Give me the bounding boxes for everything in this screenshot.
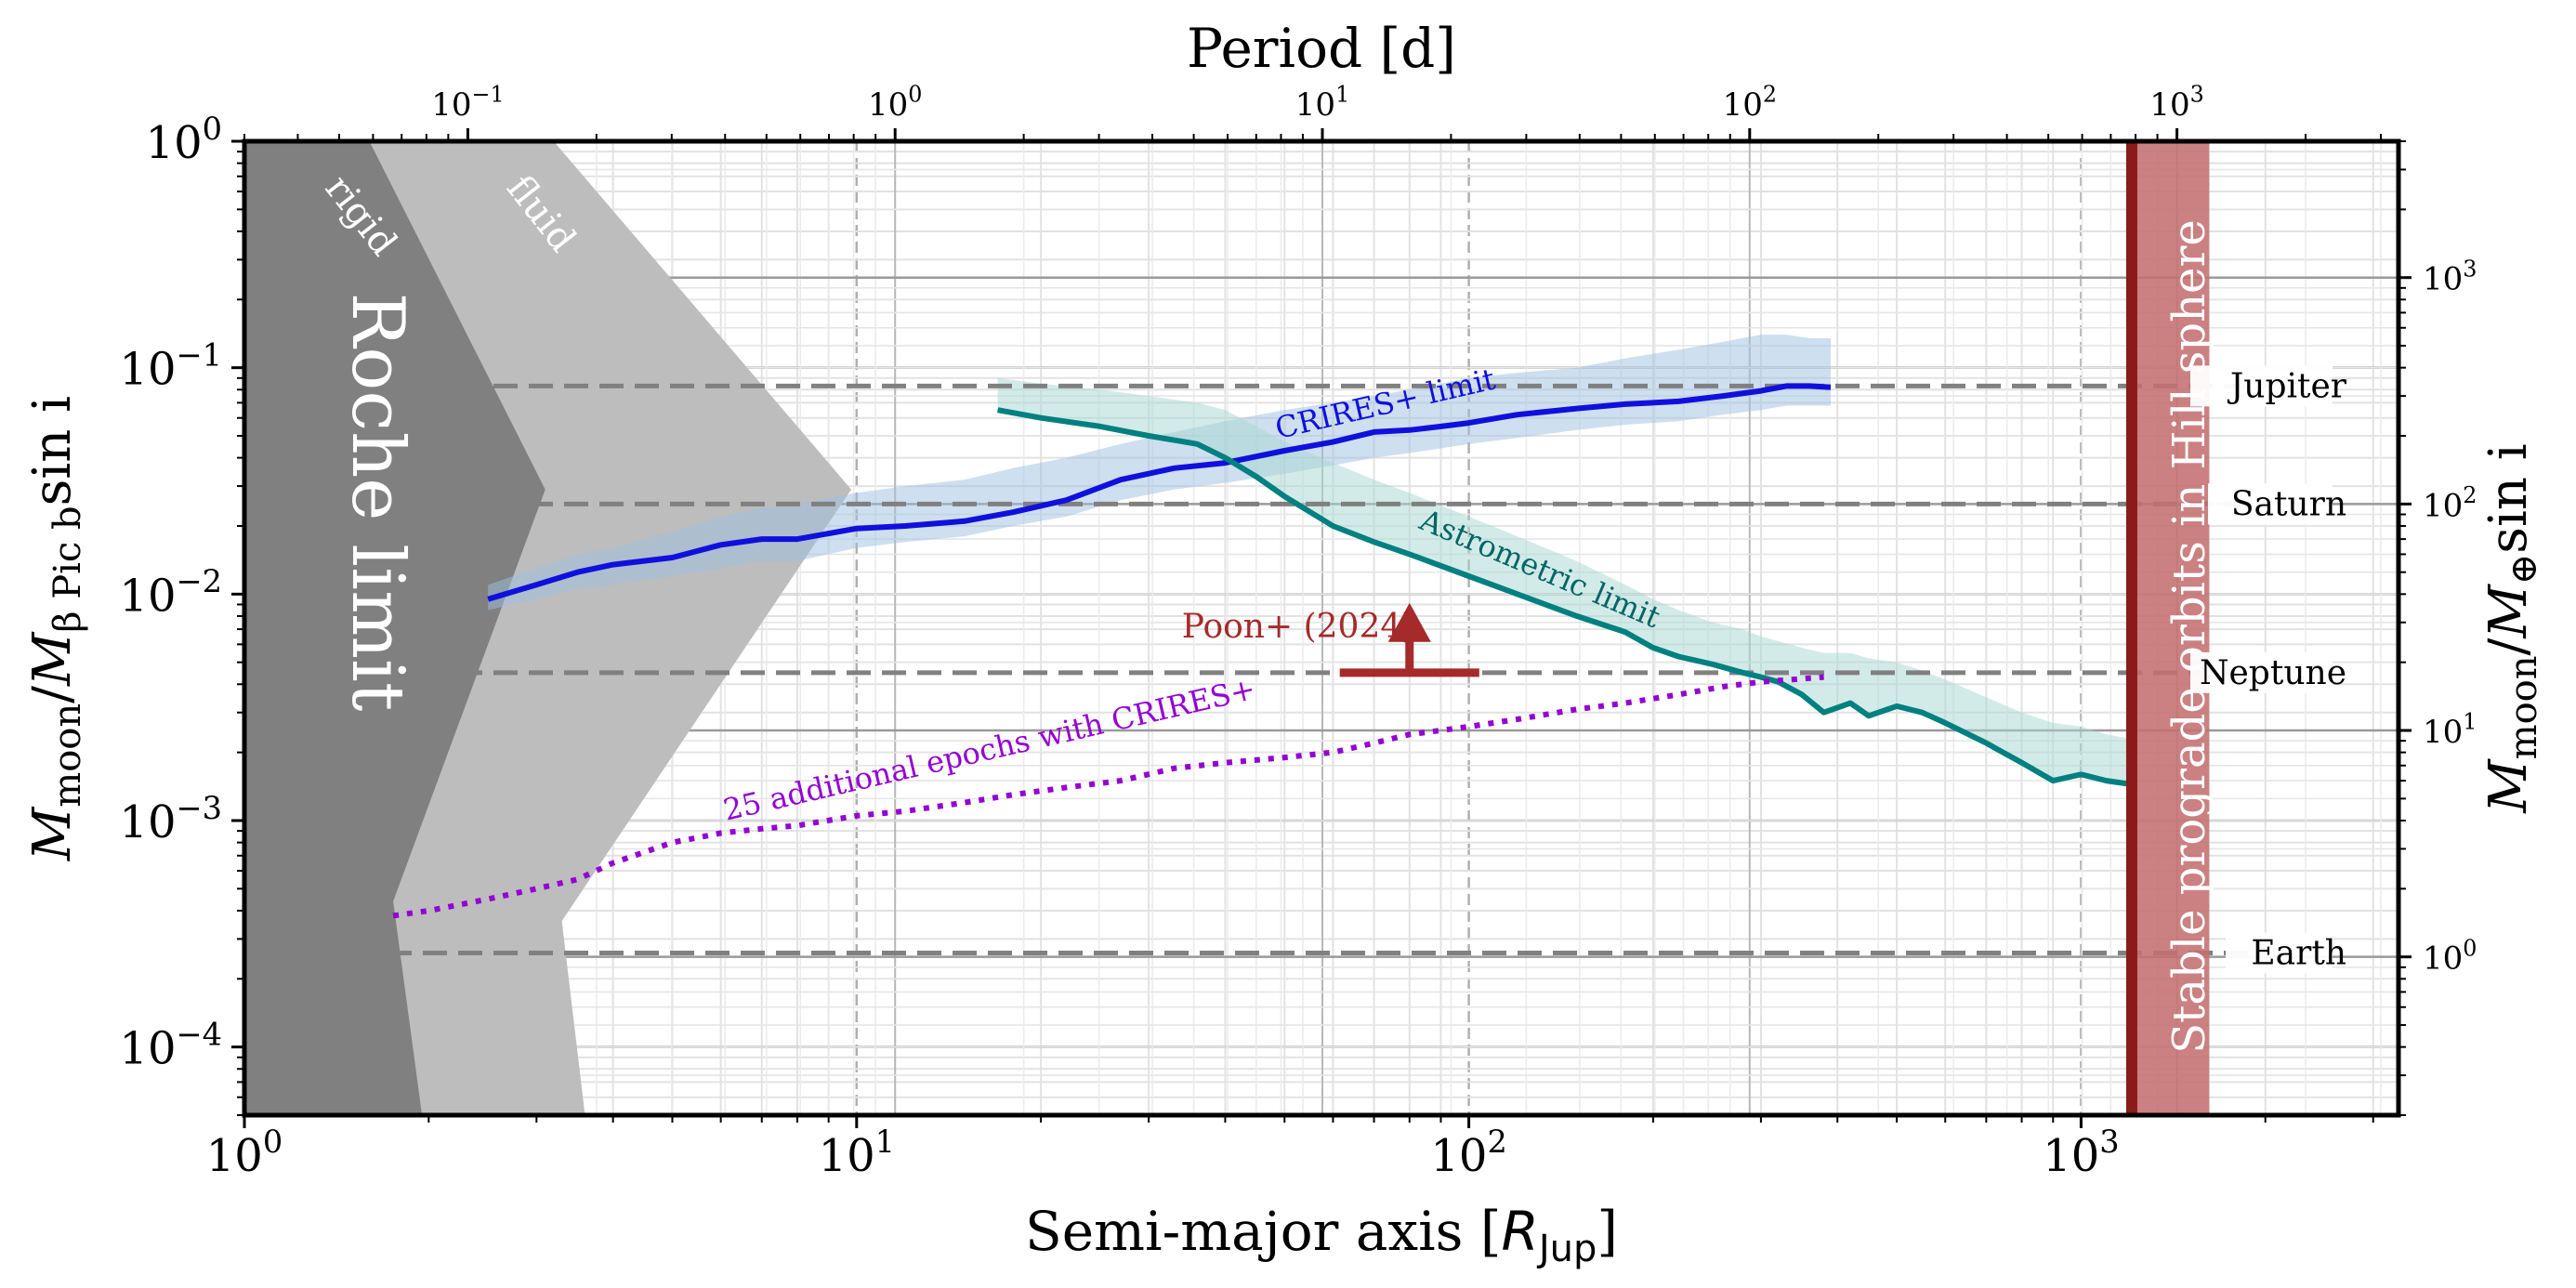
right-tick-label: 101 [2423, 709, 2477, 751]
reference-label-bg-saturn [2208, 483, 2333, 525]
left-axis-title-m2: M [22, 631, 83, 687]
y-tick-label: 100 [146, 111, 222, 169]
plot-area [244, 141, 2399, 1115]
top-tick-label: 100 [868, 82, 922, 124]
reference-label-earth: Earth [2251, 935, 2346, 973]
right-tick-label: 103 [2423, 256, 2477, 297]
right-axis-title-tail: sin i [2478, 443, 2539, 553]
x-axis-title-symbol: R [1502, 1200, 1539, 1263]
hill-sphere-band [2131, 141, 2210, 1115]
reference-mass-labels: Jupiter Saturn Neptune Earth [2190, 365, 2347, 974]
x-tick-label: 103 [2043, 1124, 2119, 1182]
x-tick-label: 100 [206, 1124, 283, 1182]
right-axis-title-slash: / [2478, 637, 2539, 655]
right-axis-title-m2: M [2478, 584, 2539, 639]
y-tick-label: 10−2 [119, 563, 222, 622]
right-axis-title-m: M [2478, 758, 2539, 814]
x-tick-label: 102 [1430, 1124, 1506, 1182]
reference-mass-lines [352, 383, 2272, 956]
top-tick-label: 102 [1723, 82, 1777, 124]
poon-arrowhead [1387, 602, 1431, 642]
left-axis-title-m: M [22, 806, 83, 861]
series-line-0 [487, 383, 1832, 602]
region-labels: rigid fluid Roche limit Stable prograde … [317, 167, 2215, 1054]
top-axis-title: Period [d] [1187, 17, 1456, 80]
y-tick-label: 10−4 [119, 1016, 222, 1074]
x-axis-title: Semi-major axis [RJup] [1025, 1200, 1618, 1270]
uncertainty-band-1 [997, 377, 2130, 784]
x-axis-title-close: ] [1597, 1200, 1618, 1263]
hill-sphere-label: Stable prograde orbits in Hill sphere [2163, 219, 2215, 1054]
right-axis-title-sub2: ⊕ [2503, 554, 2545, 585]
reference-label-saturn: Saturn [2231, 485, 2346, 523]
reference-label-neptune: Neptune [2200, 654, 2346, 692]
y-tick-label: 10−3 [119, 790, 222, 848]
x-axis-title-subscript: Jup [1536, 1228, 1597, 1270]
series-lines [392, 383, 2131, 919]
poon-2024-label: Poon+ (2024) [1182, 608, 1415, 646]
reference-label-bg-neptune [2190, 651, 2333, 693]
right-axis-title: Mmoon/M⊕sin i [2478, 443, 2545, 813]
left-axis-title-slash: / [22, 686, 83, 703]
right-tick-label: 100 [2423, 935, 2477, 977]
axis-ticks: 100 101 102 103 100 10−1 10−2 10−3 10−4 10−1 100 10… [119, 82, 2477, 1182]
right-tick-label: 102 [2423, 482, 2477, 524]
left-axis-title-sub1: moon [46, 703, 89, 808]
roche-limit-label: Roche limit [335, 293, 419, 712]
top-tick-label: 101 [1295, 82, 1349, 124]
left-axis-title: Mmoon/Mβ Pic bsin i [22, 396, 89, 861]
x-tick-label: 101 [819, 1124, 895, 1182]
y-tick-label: 10−1 [119, 337, 222, 396]
series-line-2 [392, 674, 1824, 919]
left-axis-title-tail: sin i [22, 396, 83, 506]
poon-lower-limit-marker [1339, 602, 1479, 677]
reference-label-bg-earth [2226, 932, 2333, 974]
top-tick-label: 103 [2149, 82, 2203, 124]
top-tick-label: 10−1 [431, 82, 504, 124]
right-axis-title-sub1: moon [2503, 655, 2545, 759]
reference-label-bg-jupiter [2190, 365, 2333, 407]
x-axis-title-main: Semi-major axis [ [1025, 1200, 1502, 1263]
axis-titles: Semi-major axis [RJup] Period [d] Mmoon/… [22, 17, 2545, 1270]
left-axis-title-sub2: β Pic b [46, 506, 89, 632]
reference-label-jupiter: Jupiter [2227, 367, 2347, 405]
series-line-1 [997, 407, 2131, 787]
